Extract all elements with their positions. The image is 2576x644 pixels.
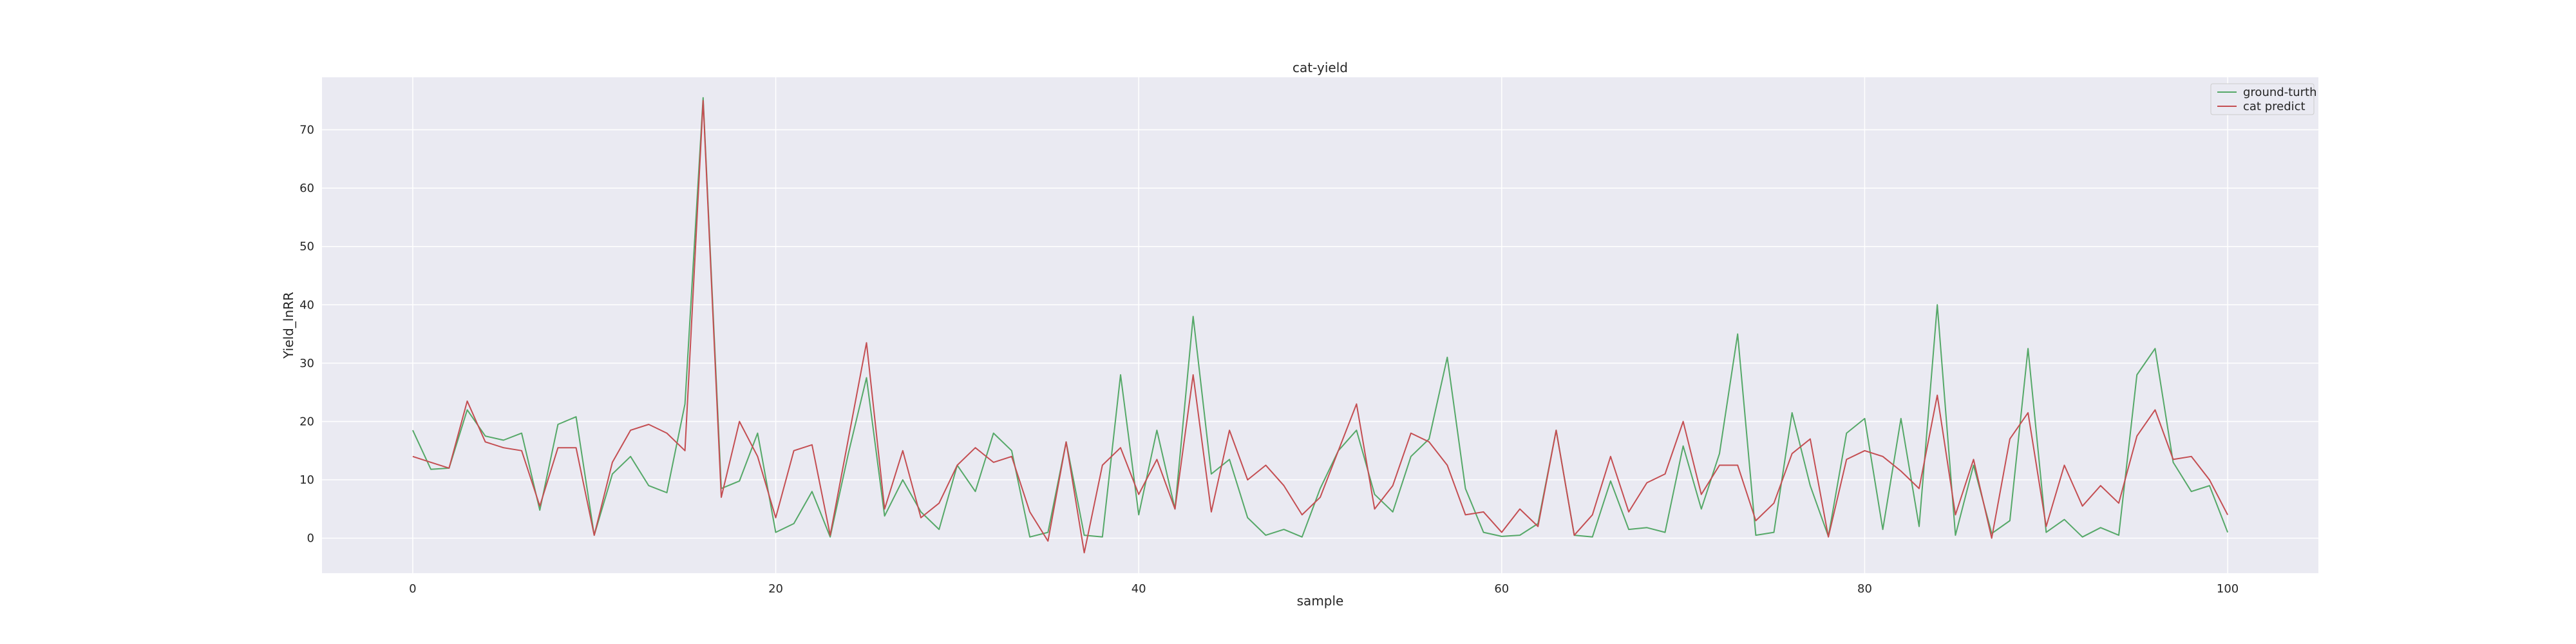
x-tick-label: 60 bbox=[1494, 582, 1509, 596]
y-tick-label: 70 bbox=[299, 124, 314, 137]
gridlines bbox=[322, 77, 2318, 573]
plot-background bbox=[322, 77, 2318, 573]
series-lines bbox=[412, 97, 2229, 554]
y-tick-label: 20 bbox=[299, 415, 314, 428]
x-tick-label: 40 bbox=[1132, 582, 1146, 596]
y-tick-labels: 0 10 20 30 40 50 60 70 bbox=[299, 124, 314, 545]
x-tick-label: 20 bbox=[768, 582, 783, 596]
chart-title: cat-yield bbox=[1293, 60, 1348, 75]
legend-label-cat-predict: cat predict bbox=[2243, 100, 2306, 113]
y-tick-label: 40 bbox=[299, 298, 314, 312]
y-tick-label: 50 bbox=[299, 240, 314, 254]
x-tick-label: 80 bbox=[1857, 582, 1872, 596]
y-tick-label: 10 bbox=[299, 473, 314, 487]
y-axis-label: Yield_lnRR bbox=[281, 292, 296, 359]
legend-label-ground-turth: ground-turth bbox=[2243, 86, 2317, 99]
y-tick-label: 60 bbox=[299, 182, 314, 195]
y-tick-label: 30 bbox=[299, 357, 314, 370]
x-tick-labels: 0 20 40 60 80 100 bbox=[409, 582, 2239, 596]
x-tick-label: 0 bbox=[409, 582, 416, 596]
series-line-cat-predict bbox=[412, 100, 2228, 554]
y-tick-label: 0 bbox=[307, 532, 314, 545]
x-axis-label: sample bbox=[1297, 593, 1344, 609]
legend: ground-turth cat predict bbox=[2210, 83, 2317, 115]
x-tick-label: 100 bbox=[2217, 582, 2239, 596]
